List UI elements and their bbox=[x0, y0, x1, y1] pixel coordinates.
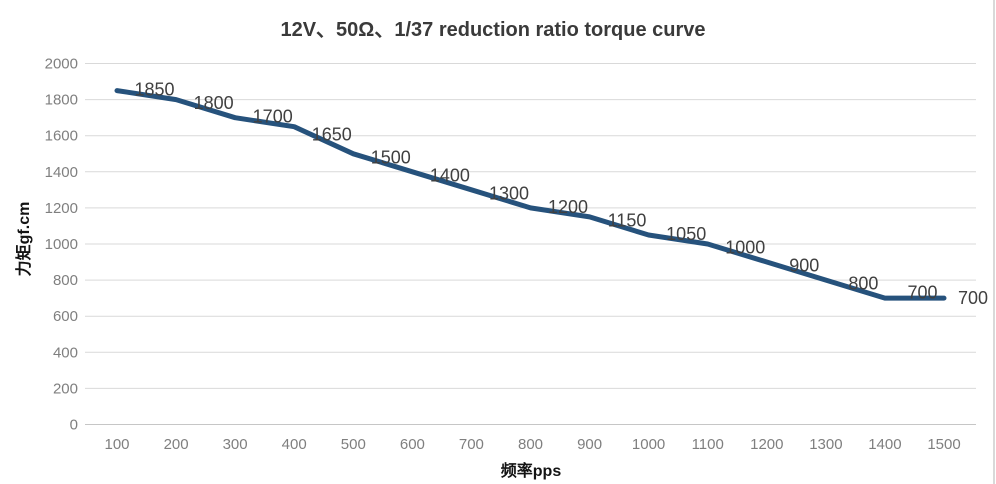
y-tick-label: 200 bbox=[53, 380, 78, 397]
x-tick-label: 800 bbox=[518, 436, 543, 453]
y-tick-label: 800 bbox=[53, 272, 78, 289]
data-label: 1500 bbox=[371, 147, 411, 167]
y-tick-label: 1200 bbox=[45, 200, 78, 217]
x-tick-label: 1400 bbox=[868, 436, 901, 453]
data-label: 800 bbox=[848, 274, 878, 294]
data-label: 1850 bbox=[134, 80, 174, 100]
y-tick-label: 1800 bbox=[45, 92, 78, 109]
x-tick-label: 700 bbox=[459, 436, 484, 453]
x-tick-label: 400 bbox=[282, 436, 307, 453]
x-axis-title: 频率pps bbox=[500, 463, 562, 480]
y-tick-label: 600 bbox=[53, 308, 78, 325]
x-tick-label: 200 bbox=[164, 436, 189, 453]
y-tick-label: 1600 bbox=[45, 128, 78, 145]
data-label: 1000 bbox=[725, 238, 765, 258]
series-line-torque bbox=[114, 88, 947, 301]
data-label: 700 bbox=[958, 288, 988, 308]
data-label: 700 bbox=[907, 283, 937, 303]
y-tick-label: 0 bbox=[70, 417, 78, 434]
data-label: 900 bbox=[789, 256, 819, 276]
x-tick-label: 1500 bbox=[927, 436, 960, 453]
x-tick-label: 1200 bbox=[750, 436, 783, 453]
x-tick-label: 1300 bbox=[809, 436, 842, 453]
data-label: 1800 bbox=[194, 93, 234, 113]
x-tick-label: 1100 bbox=[692, 436, 724, 453]
data-label: 1050 bbox=[666, 224, 706, 244]
y-tick-label: 400 bbox=[53, 344, 78, 361]
x-tick-label: 1000 bbox=[632, 436, 665, 453]
data-label: 1200 bbox=[548, 197, 588, 217]
x-tick-label: 300 bbox=[223, 436, 248, 453]
x-tick-label: 900 bbox=[577, 436, 602, 453]
y-tick-label: 2000 bbox=[45, 56, 78, 73]
data-label: 1400 bbox=[430, 165, 470, 185]
x-tick-label: 500 bbox=[341, 436, 366, 453]
x-tick-label: 600 bbox=[400, 436, 425, 453]
data-label: 1700 bbox=[253, 107, 293, 127]
data-label: 1150 bbox=[608, 210, 647, 230]
y-tick-label: 1400 bbox=[45, 164, 78, 181]
data-label: 1300 bbox=[489, 183, 529, 203]
chart-title: 12V、50Ω、1/37 reduction ratio torque curv… bbox=[280, 19, 706, 41]
data-label: 1650 bbox=[312, 125, 352, 145]
y-tick-label: 1000 bbox=[45, 236, 78, 253]
x-tick-label: 100 bbox=[104, 436, 129, 453]
